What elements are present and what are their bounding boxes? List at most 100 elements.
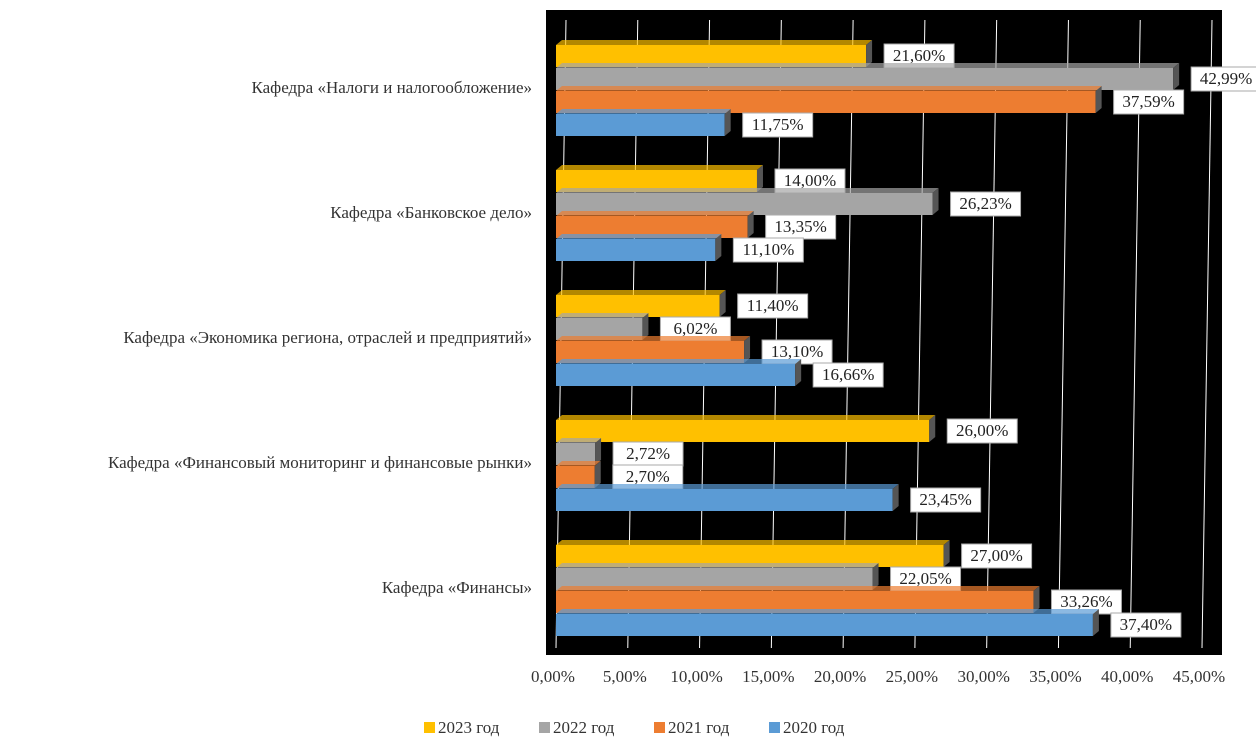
bar [556,193,933,215]
value-label-box [910,487,982,513]
value-label: 11,10% [742,240,794,259]
bar [556,466,595,488]
bar-end [756,165,763,192]
x-tick-label: 20,00% [814,667,866,686]
value-label: 21,60% [893,46,945,65]
bar [556,489,893,511]
legend-swatch [769,722,780,733]
bar [556,318,643,340]
bar-end [595,438,602,465]
bar-top [556,359,802,364]
bar-end [594,461,601,488]
bar [556,443,596,465]
value-label-box [1110,612,1182,638]
value-label-box [742,112,814,138]
bar-end [747,211,754,238]
bar [556,91,1096,113]
bar-end [872,563,879,590]
bar [556,591,1034,613]
value-label: 27,00% [970,546,1022,565]
value-label: 23,45% [919,490,971,509]
bar-end [715,234,722,261]
bar-top [556,188,939,193]
category-label: Кафедра «Налоги и налогообложение» [252,78,532,97]
bar [556,239,716,261]
bar [556,216,748,238]
grid-line [1129,19,1141,649]
value-label-box [1113,89,1185,115]
bar-end [744,336,751,363]
value-label-box [732,237,804,263]
legend-swatch [539,722,550,733]
bar-top [556,290,726,295]
bar-top [556,40,873,45]
x-tick-label: 5,00% [603,667,647,686]
value-label: 11,75% [752,115,804,134]
bar [556,545,944,567]
bar-top [556,484,899,489]
bar [556,420,930,442]
x-tick-label: 15,00% [742,667,794,686]
value-label: 26,00% [956,421,1008,440]
value-label-box [612,441,684,467]
legend-label: 2023 год [438,718,500,737]
bar-end [892,484,899,511]
bar-end [1033,586,1040,613]
bar-top [556,540,950,545]
value-label: 2,70% [626,467,670,486]
x-tick-label: 0,00% [531,667,575,686]
bar-top [556,609,1099,614]
bar [556,364,796,386]
value-label: 6,02% [673,319,717,338]
x-tick-label: 45,00% [1173,667,1225,686]
legend-label: 2020 год [783,718,845,737]
value-label: 13,35% [774,217,826,236]
value-label: 37,40% [1120,615,1172,634]
bar-top [556,211,754,216]
legend-label: 2021 год [668,718,730,737]
value-label: 11,40% [747,296,799,315]
bar-top [556,109,731,114]
bar-top [556,63,1180,68]
bar [556,170,757,192]
bar-end [642,313,649,340]
category-label: Кафедра «Финансы» [382,578,532,597]
x-tick-label: 35,00% [1029,667,1081,686]
bar-end [932,188,939,215]
value-label-box [737,293,809,319]
bar-top [556,313,649,318]
x-tick-label: 30,00% [957,667,1009,686]
bar-top [556,586,1040,591]
bar-top [556,438,602,443]
value-label: 13,10% [771,342,823,361]
legend-label: 2022 год [553,718,615,737]
bar [556,295,720,317]
category-label: Кафедра «Финансовый мониторинг и финансо… [108,453,532,472]
bar-top [556,563,879,568]
x-tick-label: 40,00% [1101,667,1153,686]
bar [556,45,867,67]
x-tick-label: 10,00% [670,667,722,686]
bar-top [556,234,722,239]
value-label: 26,23% [959,194,1011,213]
value-label: 14,00% [784,171,836,190]
value-label: 37,59% [1122,92,1174,111]
bar-end [929,415,936,442]
bar-top [556,461,601,466]
value-label-box [1190,66,1256,92]
value-label-box [961,543,1033,569]
value-label-box [950,191,1022,217]
bar-end [1092,609,1099,636]
bar-end [795,359,802,386]
bar-top [556,165,763,170]
value-label-box [812,362,884,388]
bar [556,341,745,363]
bar-end [1173,63,1180,90]
bar-top [556,415,936,420]
bar [556,114,725,136]
bar [556,614,1093,636]
value-label: 22,05% [899,569,951,588]
bar [556,568,873,590]
bar-end [866,40,873,67]
